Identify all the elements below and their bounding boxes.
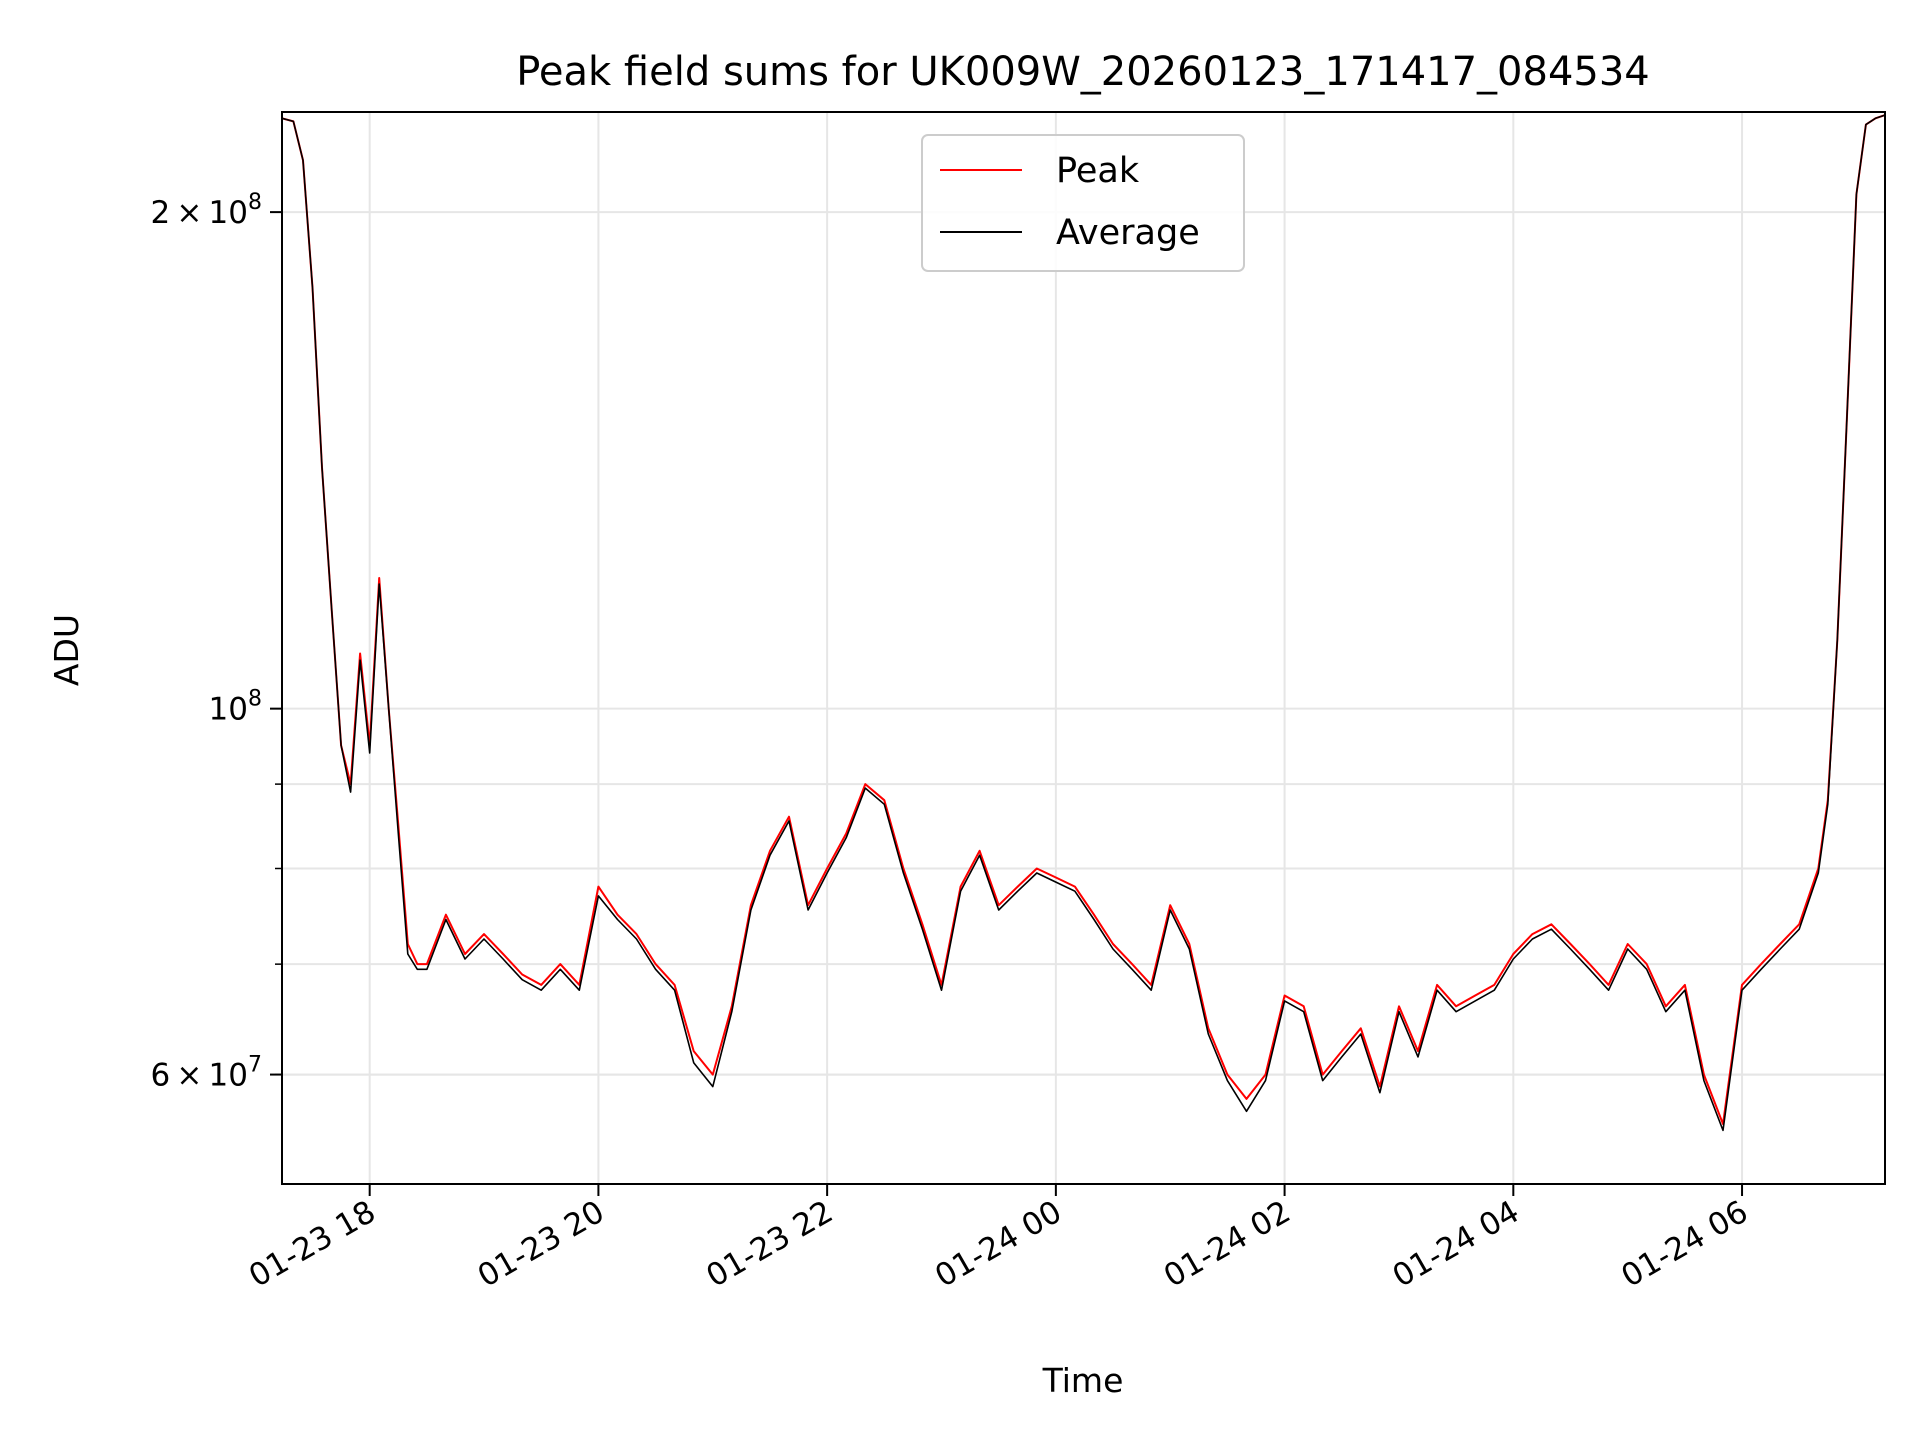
y-tick-base: 10 [209,1058,248,1094]
y-tick-exponent: 8 [248,687,262,712]
y-tick-base: 10 [209,195,248,231]
y-tick-label: 108 [209,687,262,728]
y-tick-mantissa: 6 [150,1058,170,1094]
legend: Peak Average [921,134,1245,272]
y-tick-times: × [170,195,208,231]
y-tick-exponent: 7 [248,1053,262,1078]
y-axis-label: ADU [47,614,86,686]
y-tick-mantissa: 2 [150,195,170,231]
y-tick-exponent: 8 [248,190,262,215]
y-tick-times: × [170,1058,208,1094]
series-layer [281,114,1886,1132]
plot-frame [281,111,1886,1185]
legend-label-average: Average [1056,213,1200,253]
x-axis-label: Time [1042,1361,1124,1400]
series-line-average [281,114,1886,1132]
grid [282,112,1885,1184]
y-tick-base: 10 [209,692,248,728]
legend-label-peak: Peak [1056,151,1140,191]
chart-title: Peak field sums for UK009W_20260123_1714… [516,49,1650,95]
series-line-peak [281,114,1886,1125]
y-tick-label: 2 × 108 [150,190,262,231]
y-tick-label: 6 × 107 [150,1053,262,1094]
